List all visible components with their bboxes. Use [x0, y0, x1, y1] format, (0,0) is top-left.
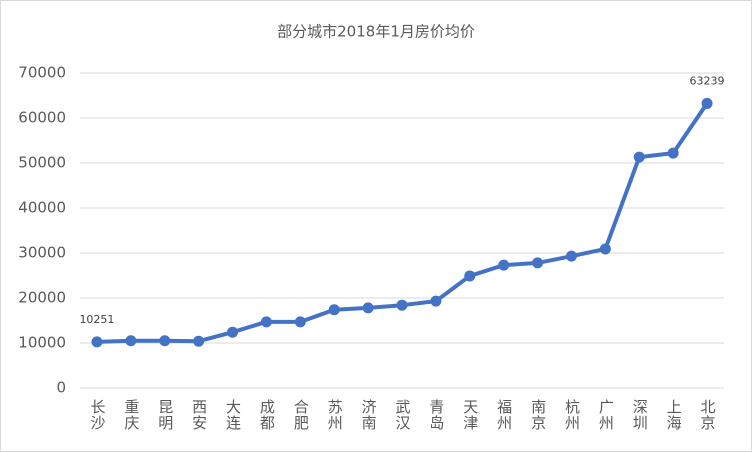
- point: [260, 316, 272, 328]
- y-tick-label: 40000: [18, 199, 66, 217]
- point: [91, 336, 103, 348]
- chart-title: 部分城市2018年1月房价均价: [277, 23, 475, 41]
- x-tick-label: 合肥: [292, 399, 310, 431]
- point: [227, 326, 239, 338]
- y-tick-label: 50000: [18, 154, 66, 172]
- y-tick-label: 70000: [18, 64, 66, 82]
- point: [193, 335, 205, 347]
- x-tick-label: 济南: [360, 399, 378, 431]
- point: [633, 151, 645, 163]
- x-tick-label: 青岛: [427, 399, 445, 431]
- point: [701, 97, 713, 109]
- point: [125, 335, 137, 347]
- point: [362, 302, 374, 314]
- point: [396, 299, 408, 311]
- point: [532, 257, 544, 269]
- y-tick-label: 30000: [18, 244, 66, 262]
- value-label: 10251: [79, 313, 114, 326]
- y-tick-label: 0: [56, 379, 66, 397]
- x-tick-label: 武汉: [394, 399, 412, 431]
- point: [430, 295, 442, 307]
- point: [464, 270, 476, 282]
- x-tick-label: 杭州: [563, 399, 581, 431]
- x-tick-label: 昆明: [156, 399, 174, 431]
- x-tick-label: 北京: [699, 399, 717, 431]
- x-tick-label: 南京: [529, 399, 547, 431]
- y-tick-label: 20000: [18, 289, 66, 307]
- x-tick-label: 深圳: [631, 399, 649, 431]
- point: [294, 316, 306, 328]
- x-tick-label: 西安: [190, 399, 208, 431]
- x-tick-label: 广州: [597, 399, 615, 431]
- point: [328, 304, 340, 316]
- point: [498, 259, 510, 271]
- x-tick-label: 上海: [665, 399, 683, 431]
- x-tick-label: 苏州: [326, 399, 344, 431]
- point: [159, 335, 171, 347]
- y-tick-label: 60000: [18, 109, 66, 127]
- point: [667, 147, 679, 159]
- x-tick-label: 福州: [495, 399, 513, 431]
- x-tick-label: 成都: [258, 399, 276, 431]
- x-tick-label: 大连: [224, 399, 242, 431]
- y-tick-label: 10000: [18, 334, 66, 352]
- x-tick-label: 重庆: [122, 399, 140, 431]
- value-label: 63239: [690, 74, 725, 87]
- point: [565, 250, 577, 262]
- x-tick-label: 长沙: [88, 399, 106, 431]
- x-tick-label: 天津: [461, 399, 479, 431]
- point: [599, 243, 611, 255]
